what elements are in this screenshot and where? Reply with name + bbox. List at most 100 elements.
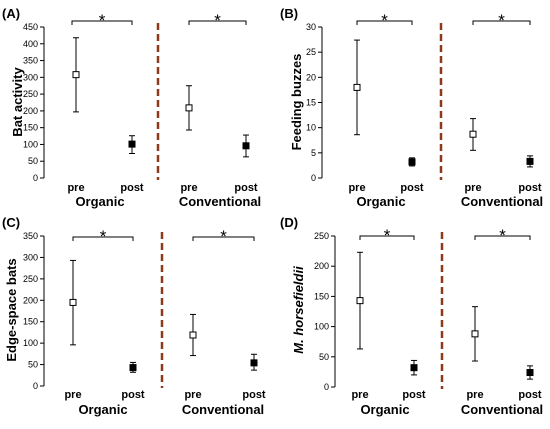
category-label: pre [464,182,481,194]
panel-d: (D) M. horsefieldii 0 50 100 150 200 250 * pre pos… [280,215,543,417]
category-label: post [120,182,144,194]
y-tick-label: 300 [23,72,38,82]
y-tick-label: 30 [306,22,316,32]
y-tick-label: 350 [23,56,38,66]
panel-b: (B) Feeding buzzes 0 5 10 15 20 25 30 * pre post Org… [280,6,543,209]
category-label: pre [466,389,483,401]
y-tick-label: 150 [23,123,38,133]
y-tick-label: 250 [314,231,329,241]
significance-star: * [498,11,505,30]
category-label: post [518,389,542,401]
y-tick-label: 150 [314,291,329,301]
group-label: Conventional [461,402,543,417]
significance-star: * [499,226,506,245]
panel-c: (C) Edge-space bats 0 50 100 150 200 250 300 350 *… [2,215,266,417]
y-tick-label: 50 [319,352,329,362]
y-tick-label: 0 [33,381,38,391]
y-tick-label: 400 [23,39,38,49]
y-tick-label: 25 [306,47,316,57]
group-label: Conventional [179,194,261,209]
data-point-post [129,364,137,372]
significance-star: * [220,227,227,246]
category-label: pre [180,182,197,194]
data-point-post [242,142,250,150]
y-tick-label: 200 [23,295,38,305]
y-tick-label: 200 [314,261,329,271]
category-label: post [242,389,266,401]
y-tick-label: 150 [23,317,38,327]
category-label: post [518,182,542,194]
y-tick-label: 100 [314,322,329,332]
y-tick-label: 450 [23,22,38,32]
significance-star: * [99,11,106,30]
data-point-pre [69,298,77,306]
data-point-post [526,369,534,377]
data-point-pre [356,297,364,305]
data-point-pre [189,331,197,339]
category-label: pre [67,182,84,194]
y-tick-label: 200 [23,106,38,116]
y-tick-label: 15 [306,98,316,108]
significance-bracket [71,20,133,25]
y-tick-label: 100 [23,338,38,348]
group-label: Organic [356,194,405,209]
y-tick-label: 10 [306,123,316,133]
data-point-post [128,140,136,148]
group-label: Conventional [182,402,264,417]
group-label: Organic [360,402,409,417]
y-tick-label: 100 [23,139,38,149]
significance-bracket [359,235,415,240]
data-point-pre [469,130,477,138]
data-point-pre [72,71,80,79]
significance-bracket [356,20,413,25]
y-tick-label: 20 [306,72,316,82]
data-point-post [408,158,416,166]
y-tick-label: 250 [23,274,38,284]
y-tick-label: 0 [311,173,316,183]
significance-star: * [384,226,391,245]
y-tick-label: 50 [28,360,38,370]
group-label: Organic [78,402,127,417]
significance-bracket [72,236,134,241]
y-tick-label: 50 [28,156,38,166]
panel-label: (C) [2,215,20,230]
significance-bracket [188,20,247,25]
y-tick-label: 5 [311,148,316,158]
data-point-pre [353,83,361,91]
y-tick-label: 350 [23,231,38,241]
category-label: pre [348,182,365,194]
panel-label: (A) [2,6,20,21]
panel-a: (A) Bat activity 0 50 100 150 200 250 300 350 400 4… [2,6,261,209]
category-label: pre [351,389,368,401]
data-point-post [250,359,258,367]
data-point-pre [471,330,479,338]
y-axis-title: Bat activity [10,67,25,137]
panel-label: (D) [280,215,298,230]
y-tick-label: 0 [324,382,329,392]
data-point-pre [185,104,193,112]
category-label: pre [64,389,81,401]
significance-bracket [192,236,255,241]
significance-star: * [100,227,107,246]
data-point-post [526,157,534,165]
group-label: Organic [75,194,124,209]
y-tick-label: 0 [33,173,38,183]
category-label: post [234,182,258,194]
category-label: post [402,389,426,401]
y-tick-label: 250 [23,89,38,99]
data-point-post [410,364,418,372]
y-axis-title: Edge-space bats [4,258,19,361]
significance-bracket [474,235,531,240]
y-tick-label: 300 [23,252,38,262]
panel-label: (B) [280,6,298,21]
significance-bracket [472,20,531,25]
y-axis-title: M. horsefieldii [291,266,306,354]
category-label: post [121,389,145,401]
y-axis-title: Feeding buzzes [289,54,304,151]
significance-star: * [214,11,221,30]
group-label: Conventional [461,194,543,209]
category-label: pre [184,389,201,401]
significance-star: * [381,11,388,30]
